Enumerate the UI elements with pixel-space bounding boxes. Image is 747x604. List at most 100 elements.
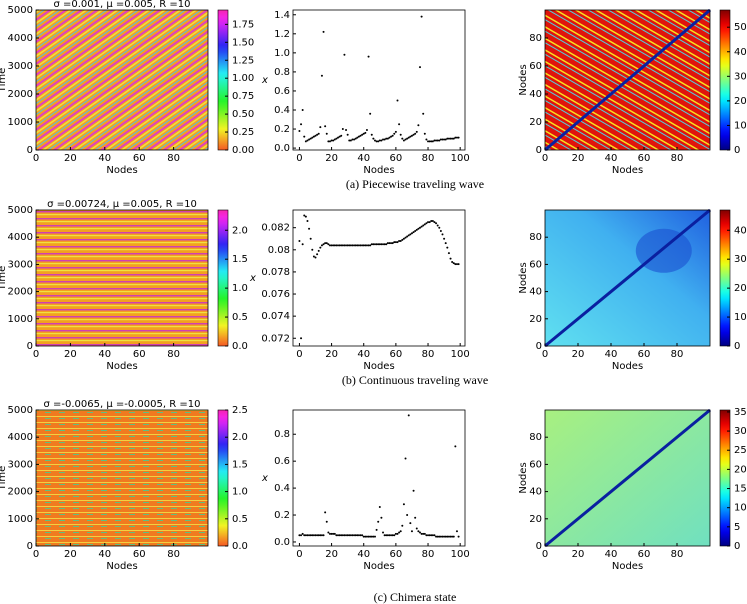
data-point [438, 226, 441, 229]
plot-frame [544, 209, 711, 347]
data-point [328, 244, 331, 247]
data-point [441, 535, 444, 538]
x-tick-label: 0 [296, 153, 302, 164]
data-point [457, 136, 460, 139]
data-point [351, 138, 354, 141]
data-point [428, 221, 431, 224]
data-point [345, 244, 348, 247]
y-tick-label: 5000 [8, 205, 33, 216]
data-point [433, 139, 436, 142]
y-axis-label: x [261, 473, 268, 484]
colorbar-tick-label: 0 [734, 145, 740, 156]
y-tick-label: 0 [27, 145, 33, 156]
data-point [436, 224, 439, 227]
data-point [422, 224, 425, 227]
data-point [422, 532, 425, 535]
data-point [447, 137, 450, 140]
data-point [377, 243, 380, 246]
data-point [308, 138, 311, 141]
data-point [316, 534, 319, 537]
colorbar-tick-label: 35 [734, 407, 747, 418]
data-point [388, 534, 391, 537]
chart-title: σ =0.00724, μ =0.005, R =10 [47, 199, 197, 210]
data-point [327, 140, 330, 143]
data-point [449, 257, 452, 260]
data-point [367, 55, 370, 58]
colorbar [719, 9, 731, 151]
y-tick-label: 4000 [8, 232, 33, 243]
data-point [303, 135, 306, 138]
y-tick-label: 0.8 [274, 67, 290, 78]
x-tick-label: 20 [325, 349, 338, 360]
x-tick-label: 60 [638, 349, 651, 360]
data-point [394, 241, 397, 244]
x-tick-label: 40 [357, 549, 370, 560]
data-point [396, 532, 399, 535]
y-tick-label: 0 [536, 541, 542, 552]
y-tick-label: 20 [529, 514, 542, 525]
data-point [298, 239, 301, 242]
data-point [369, 112, 372, 115]
data-point [439, 230, 442, 233]
data-point [436, 139, 439, 142]
data-point [351, 244, 354, 247]
data-point [399, 133, 402, 136]
data-point [420, 532, 423, 535]
data-point [372, 535, 375, 538]
x-tick-label: 0 [296, 349, 302, 360]
data-point [298, 129, 301, 132]
data-point [377, 140, 380, 143]
data-point [304, 215, 307, 218]
data-point [402, 503, 405, 506]
y-axis-label: Nodes [518, 462, 529, 493]
data-point [362, 132, 365, 135]
colorbar-tick-label: 1.75 [232, 19, 254, 30]
data-point [406, 514, 409, 517]
data-point [428, 534, 431, 537]
data-point [303, 534, 306, 537]
data-point [312, 255, 315, 258]
x-tick-label: 100 [451, 153, 470, 164]
y-tick-label: 0.4 [274, 483, 290, 494]
x-tick-label: 20 [64, 153, 77, 164]
plot-frame [35, 9, 209, 151]
x-tick-label: 20 [572, 549, 585, 560]
y-tick-label: 0.2 [274, 510, 290, 521]
x-tick-label: 20 [64, 549, 77, 560]
data-point [346, 244, 349, 247]
data-point [409, 522, 412, 525]
y-tick-label: 0.076 [261, 289, 290, 300]
x-axis-label: Nodes [106, 165, 137, 176]
data-point [361, 534, 364, 537]
data-point [380, 516, 383, 519]
x-tick-label: 0 [542, 153, 548, 164]
data-point [314, 534, 317, 537]
y-tick-label: 40 [529, 287, 542, 298]
x-tick-label: 80 [167, 549, 180, 560]
data-point [396, 99, 399, 102]
colorbar-tick-label: 0.5 [232, 312, 248, 323]
data-point [391, 134, 394, 137]
y-tick-label: 80 [529, 232, 542, 243]
data-point [433, 534, 436, 537]
colorbar-tick-label: 40 [734, 47, 747, 58]
data-point [332, 244, 335, 247]
plot-frame [292, 409, 466, 547]
x-tick-label: 40 [98, 349, 111, 360]
data-point [325, 132, 328, 135]
data-point [394, 130, 397, 133]
colorbar-tick-label: 2.0 [232, 432, 248, 443]
data-point [359, 244, 362, 247]
data-point [373, 139, 376, 142]
data-point [320, 244, 323, 247]
chart-title: σ =0.001, μ =0.005, R =10 [53, 0, 190, 10]
data-point [449, 137, 452, 140]
data-point [301, 109, 304, 111]
data-point [341, 534, 344, 537]
data-point [348, 244, 351, 247]
data-point [317, 132, 320, 135]
colorbar [719, 409, 731, 547]
y-axis-label: Nodes [518, 262, 529, 293]
data-point [423, 223, 426, 226]
